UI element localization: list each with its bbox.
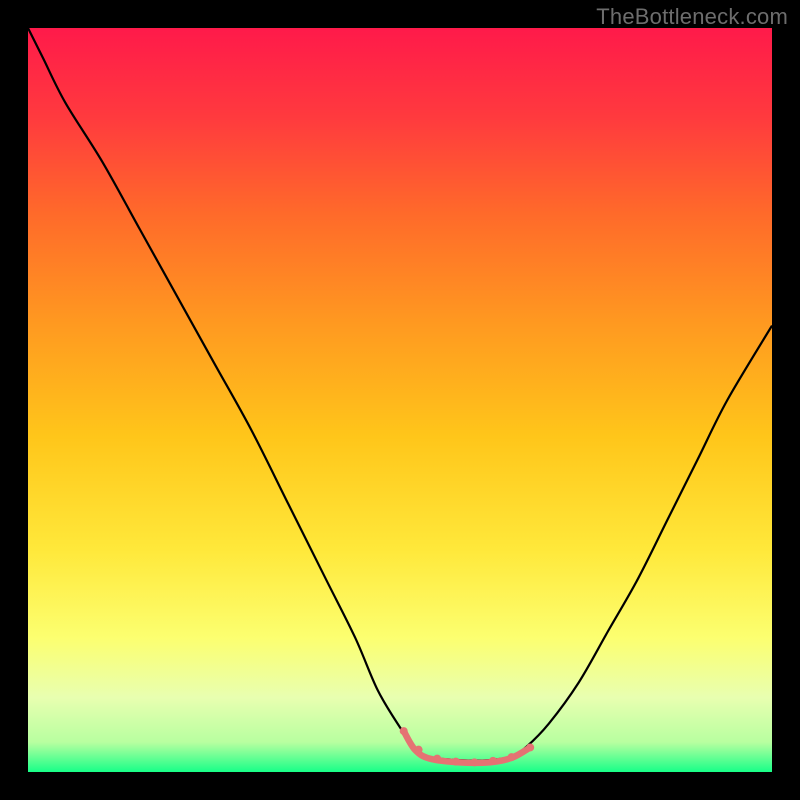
watermark-text: TheBottleneck.com	[596, 4, 788, 30]
main-curve	[28, 28, 772, 761]
plot-area	[28, 28, 772, 772]
chart-svg	[28, 28, 772, 772]
